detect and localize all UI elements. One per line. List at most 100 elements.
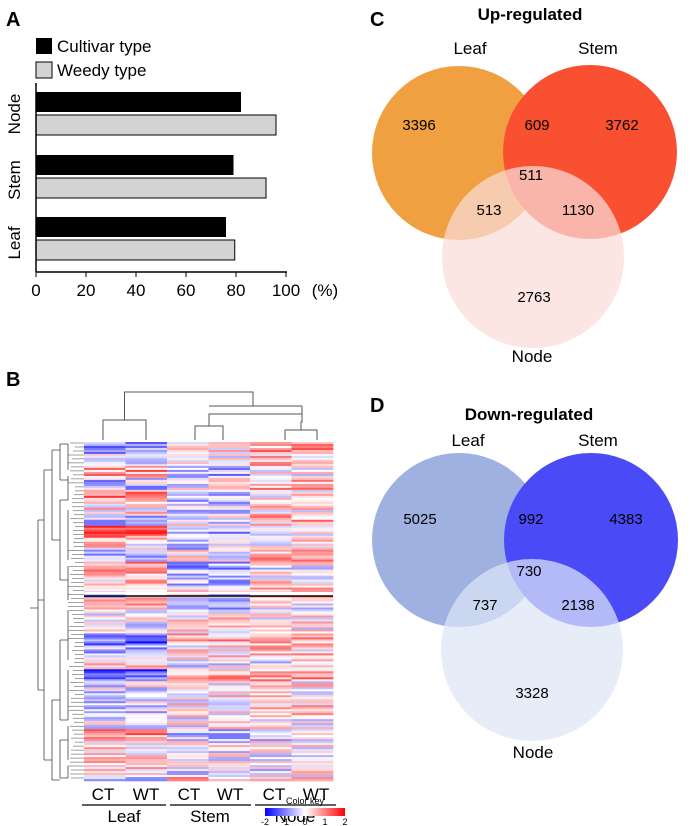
- heatmap-cell: [250, 779, 292, 782]
- heatmap-cell: [167, 487, 209, 491]
- heatmap-cell: [84, 529, 126, 533]
- heatmap-cell: [125, 713, 168, 716]
- heatmap-cell: [208, 693, 251, 696]
- heatmap-cell: [208, 737, 251, 740]
- heatmap-cell: [250, 639, 292, 642]
- heatmap-cell: [167, 703, 209, 706]
- heatmap-cell: [167, 545, 209, 548]
- venn-down-leaf-stem: 992: [518, 511, 543, 528]
- venn-down-leaf-node: 737: [472, 597, 497, 614]
- heatmap-cell: [250, 513, 292, 517]
- heatmap-cell: [208, 519, 251, 523]
- heatmap-cell: [250, 549, 292, 552]
- heatmap-cell: [291, 495, 334, 499]
- heatmap-cell: [250, 777, 292, 780]
- bar-node-weedy: [35, 114, 277, 136]
- heatmap-cell: [250, 775, 292, 778]
- heatmap-cell: [291, 635, 334, 638]
- heatmap-cell: [167, 661, 209, 664]
- heatmap-cell: [291, 555, 334, 558]
- heatmap-cell: [208, 485, 251, 489]
- heatmap-cell: [250, 569, 292, 572]
- heatmap-cell: [250, 611, 292, 614]
- heatmap-cell: [167, 663, 209, 666]
- heatmap-cell: [125, 707, 168, 710]
- heatmap-cell: [208, 745, 251, 748]
- heatmap-cell: [250, 731, 292, 734]
- heatmap-cell: [291, 531, 334, 535]
- heatmap-cell: [84, 617, 126, 620]
- heatmap-cell: [291, 765, 334, 768]
- heatmap-cell: [84, 733, 126, 736]
- heatmap-cell: [250, 687, 292, 690]
- heatmap-cell: [84, 589, 126, 592]
- heatmap-cell: [291, 442, 334, 445]
- heatmap-cell: [84, 693, 126, 696]
- heatmap-cell: [250, 453, 292, 457]
- heatmap-cell: [250, 765, 292, 768]
- bar-chart: A Cultivar type Weedy type Node Stem Lea…: [5, 9, 338, 300]
- heatmap-cell: [208, 443, 251, 447]
- heatmap-cell: [167, 675, 209, 678]
- heatmap-cell: [125, 723, 168, 726]
- heatmap-cell: [291, 617, 334, 620]
- heatmap-cell: [250, 495, 292, 499]
- heatmap-cell: [291, 517, 334, 521]
- heatmap-cell: [84, 605, 126, 608]
- heatmap-cell: [125, 679, 168, 682]
- heatmap-cell: [84, 699, 126, 702]
- heatmap-cell: [167, 567, 209, 570]
- heatmap-cell: [250, 493, 292, 497]
- heatmap-cell: [208, 571, 251, 574]
- heatmap-cell: [291, 541, 334, 544]
- column-dendrogram: [102, 391, 318, 440]
- heatmap-cell: [84, 707, 126, 710]
- heatmap-panel: B CT WT CT WT CT WT: [6, 369, 348, 826]
- heatmap-cell: [84, 713, 126, 716]
- heatmap-cell: [167, 709, 209, 712]
- heatmap-cell: [167, 473, 209, 477]
- heatmap-cell: [208, 641, 251, 644]
- heatmap-cell: [250, 697, 292, 700]
- heatmap-cell: [167, 601, 209, 604]
- heatmap-cell: [291, 551, 334, 554]
- heatmap-cell: [250, 759, 292, 762]
- heatmap-cell: [84, 585, 126, 588]
- heatmap-cell: [208, 631, 251, 634]
- heatmap-cell: [250, 507, 292, 511]
- heatmap-cell: [208, 743, 251, 746]
- heatmap-cell: [84, 501, 126, 505]
- heatmap-cell: [84, 467, 126, 471]
- heatmap-cell: [167, 509, 209, 513]
- heatmap-cell: [250, 477, 292, 481]
- heatmap-cell: [125, 743, 168, 746]
- heatmap-cell: [84, 753, 126, 756]
- heatmap-cell: [84, 593, 126, 596]
- heatmap-cell: [84, 687, 126, 690]
- heatmap-cell: [125, 535, 168, 539]
- heatmap-cell: [167, 493, 209, 497]
- heatmap-cell: [250, 457, 292, 461]
- heatmap-cell: [84, 463, 126, 467]
- heatmap-cell: [291, 615, 334, 618]
- heatmap-cell: [291, 577, 334, 580]
- heatmap-cell: [125, 639, 168, 642]
- heatmap-cell: [250, 691, 292, 694]
- heatmap-cell: [291, 757, 334, 760]
- legend-swatch-cultivar: [36, 38, 52, 54]
- heatmap-cell: [291, 637, 334, 640]
- heatmap-cell: [208, 565, 251, 568]
- heatmap-cell: [84, 743, 126, 746]
- heatmap-cell: [208, 705, 251, 708]
- heatmap-cell: [125, 733, 168, 736]
- heatmap-cell: [291, 461, 334, 465]
- heatmap-cell: [208, 447, 251, 451]
- heatmap-cell: [167, 671, 209, 674]
- heatmap-cell: [84, 643, 126, 646]
- heatmap-cell: [291, 567, 334, 570]
- heatmap-cell: [208, 667, 251, 670]
- heatmap-cell: [84, 567, 126, 570]
- heatmap-cell: [167, 681, 209, 684]
- heatmap-cell: [125, 455, 168, 459]
- x-tick-label-0: 0: [31, 281, 40, 300]
